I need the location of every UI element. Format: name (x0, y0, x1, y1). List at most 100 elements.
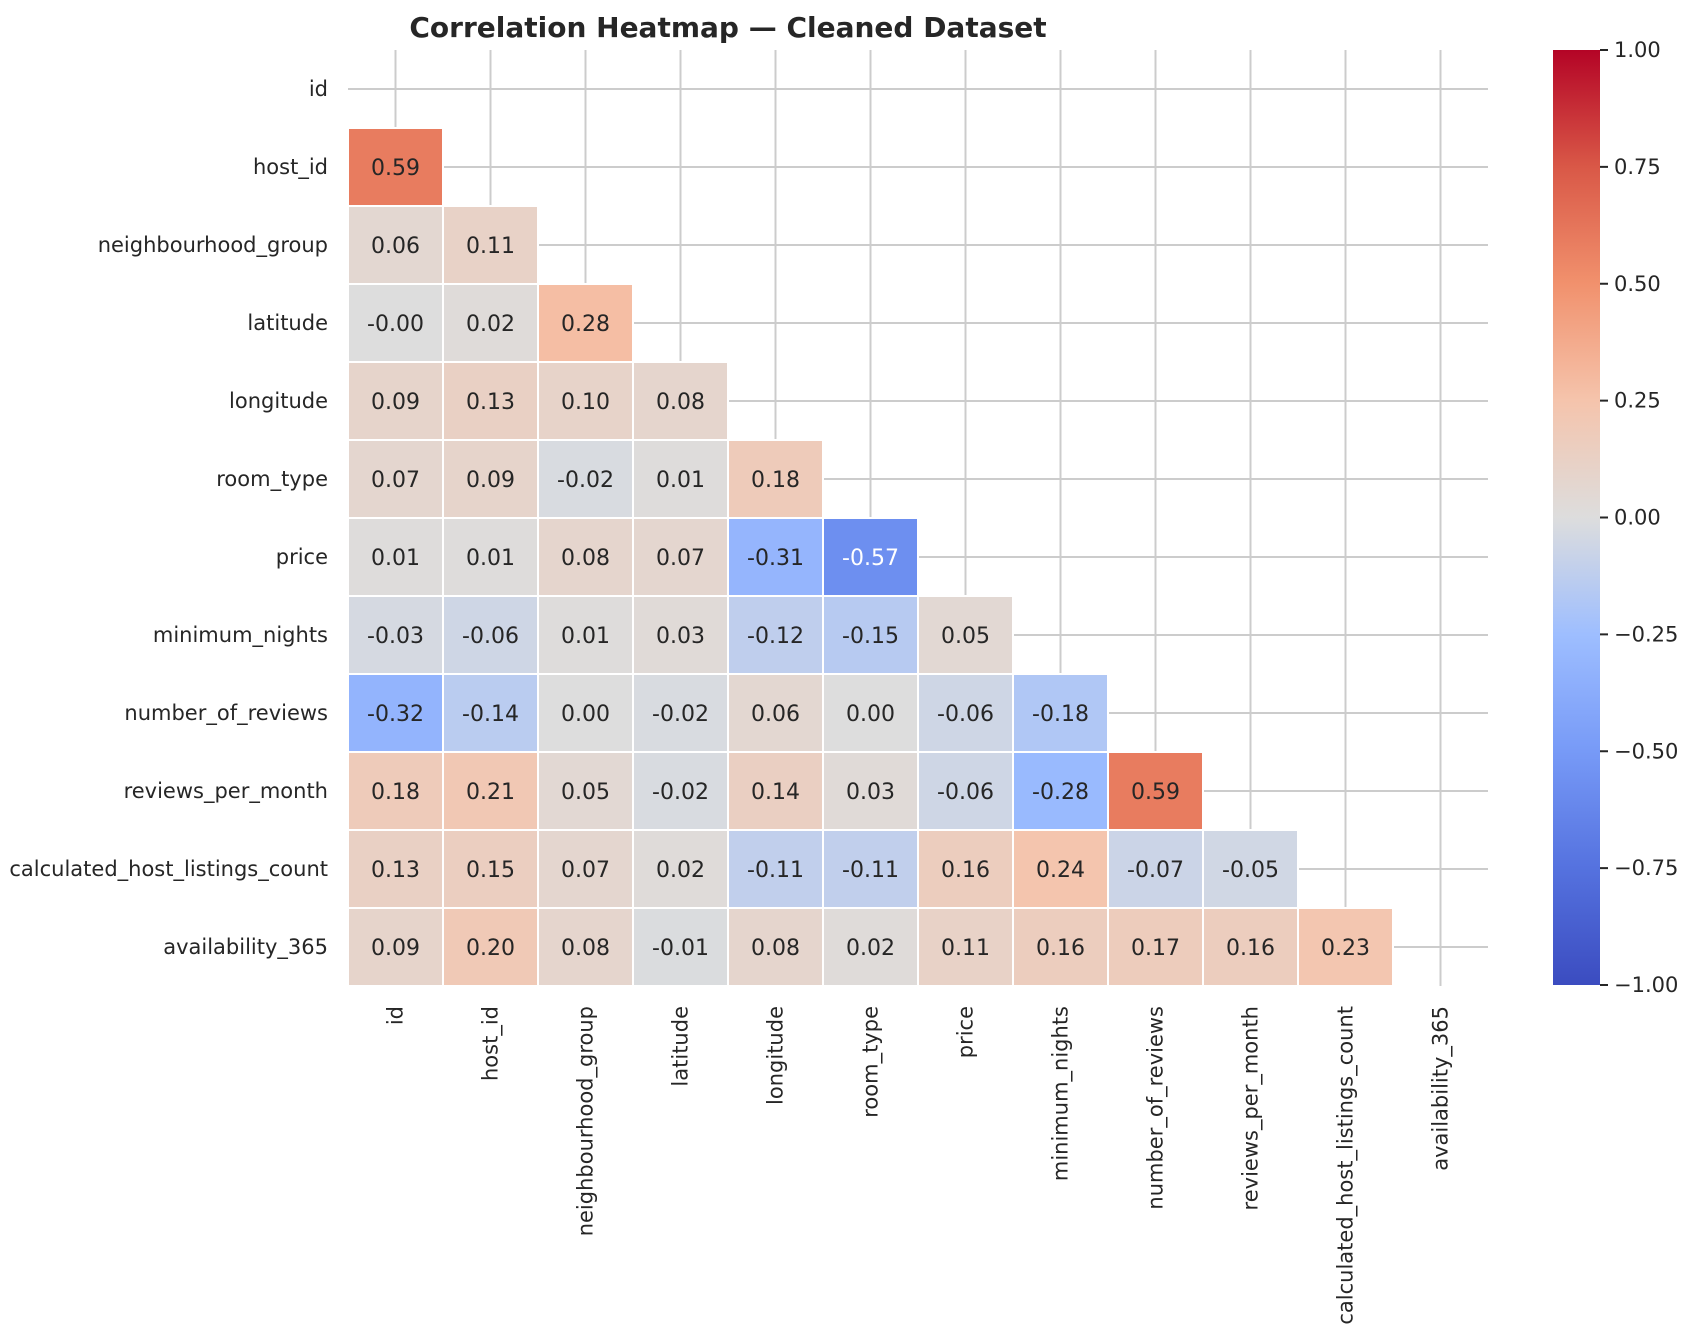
cell-value-label: 0.13 (371, 858, 420, 883)
cell-value-label: 0.16 (1036, 936, 1085, 961)
x-tick-label: longitude (764, 1006, 788, 1105)
cell-value-label: -0.11 (747, 858, 804, 883)
colorbar-tick-label: −1.00 (1614, 973, 1678, 997)
cell-value-label: -0.00 (367, 312, 424, 337)
cell-value-label: -0.15 (842, 624, 899, 649)
cell-value-label: -0.57 (842, 546, 899, 571)
x-tick-label: host_id (479, 1006, 504, 1081)
heatmap-cell (917, 907, 1014, 987)
cell-value-label: 0.07 (561, 858, 610, 883)
y-tick-labels: id host_id neighbourhood_group latitude long… (9, 77, 328, 960)
heatmap-cell (822, 595, 919, 675)
cell-value-label: 0.18 (371, 780, 420, 805)
heatmap-cell (632, 751, 729, 831)
cell-value-label: 0.02 (656, 858, 705, 883)
heatmap-cell (822, 751, 919, 831)
cell-value-label: -0.32 (367, 702, 424, 727)
cell-value-label: -0.18 (1032, 702, 1089, 727)
colorbar-tick-label: −0.50 (1614, 739, 1678, 763)
cell-value-label: 0.09 (371, 936, 420, 961)
y-tick-label: price (276, 545, 328, 569)
cell-value-label: 0.16 (1226, 936, 1275, 961)
cell-value-label: 0.18 (751, 468, 800, 493)
colorbar-gradient (1553, 50, 1600, 985)
heatmap-cell (1107, 751, 1204, 831)
heatmap-cell (1012, 907, 1109, 987)
cell-value-label: 0.20 (466, 936, 515, 961)
heatmap-cell (1107, 907, 1204, 987)
heatmap-cell (917, 829, 1014, 909)
cell-value-label: 0.24 (1036, 858, 1085, 883)
x-tick-label: id (384, 1006, 408, 1025)
cell-value-label: 0.10 (561, 390, 610, 415)
cell-value-label: 0.06 (751, 702, 800, 727)
heatmap-cell (1202, 907, 1299, 987)
heatmap-cell (822, 673, 919, 753)
heatmap-cell (727, 673, 824, 753)
heatmap-cell (347, 517, 444, 597)
heatmap-cell (727, 907, 824, 987)
heatmap-cell (442, 361, 539, 441)
y-tick-label: reviews_per_month (124, 779, 328, 804)
x-tick-label: latitude (669, 1006, 693, 1087)
colorbar-tick-label: 0.50 (1614, 272, 1661, 296)
heatmap-cell (347, 829, 444, 909)
cell-value-label: 0.01 (561, 624, 610, 649)
cell-value-label: 0.21 (466, 780, 515, 805)
cell-value-label: 0.08 (751, 936, 800, 961)
cell-value-label: -0.02 (652, 702, 709, 727)
cell-value-label: 0.01 (371, 546, 420, 571)
heatmap-cell (442, 205, 539, 285)
cell-value-label: 0.01 (466, 546, 515, 571)
cell-value-label: 0.11 (466, 234, 515, 259)
heatmap-cells: 0.59 0.06 0.11 -0.00 0.02 0.28 0.09 0.13 0.10 0.0… (347, 127, 1394, 987)
cell-value-label: 0.03 (656, 624, 705, 649)
cell-value-label: 0.05 (561, 780, 610, 805)
cell-value-label: -0.02 (652, 780, 709, 805)
colorbar-tick-label: 1.00 (1614, 38, 1661, 62)
cell-value-label: 0.23 (1321, 936, 1370, 961)
cell-value-label: 0.14 (751, 780, 800, 805)
heatmap-cell (537, 829, 634, 909)
x-tick-label: availability_365 (1429, 1006, 1454, 1171)
heatmap-cell (632, 361, 729, 441)
cell-value-label: -0.01 (652, 936, 709, 961)
x-tick-label: number_of_reviews (1144, 1006, 1169, 1210)
y-tick-label: latitude (247, 311, 328, 335)
cell-value-label: 0.16 (941, 858, 990, 883)
chart-title: Correlation Heatmap — Cleaned Dataset (409, 11, 1046, 44)
cell-value-label: -0.06 (937, 780, 994, 805)
heatmap-cell (1202, 829, 1299, 909)
y-tick-label: host_id (253, 155, 328, 180)
cell-value-label: -0.02 (557, 468, 614, 493)
cell-value-label: 0.08 (656, 390, 705, 415)
colorbar-tick-label: −0.75 (1614, 856, 1678, 880)
heatmap-cell (822, 907, 919, 987)
x-tick-label: price (954, 1006, 978, 1058)
heatmap-cell (347, 127, 444, 207)
cell-value-label: 0.02 (466, 312, 515, 337)
heatmap-cell (347, 439, 444, 519)
heatmap-cell (632, 673, 729, 753)
cell-value-label: 0.08 (561, 936, 610, 961)
cell-value-label: 0.28 (561, 312, 610, 337)
heatmap-cell (822, 829, 919, 909)
x-tick-label: neighbourhood_group (574, 1006, 599, 1236)
cell-value-label: 0.07 (371, 468, 420, 493)
cell-value-label: -0.14 (462, 702, 519, 727)
x-tick-label: minimum_nights (1049, 1006, 1074, 1181)
cell-value-label: -0.06 (937, 702, 994, 727)
heatmap-cell (537, 517, 634, 597)
cell-value-label: 0.15 (466, 858, 515, 883)
colorbar-tick-label: −0.25 (1614, 622, 1678, 646)
cell-value-label: 0.05 (941, 624, 990, 649)
heatmap-cell (442, 595, 539, 675)
cell-value-label: 0.59 (371, 156, 420, 181)
heatmap-cell (632, 907, 729, 987)
cell-value-label: -0.07 (1127, 858, 1184, 883)
heatmap-cell (917, 595, 1014, 675)
x-tick-labels: id host_id neighbourhood_group latitude long… (384, 1006, 1454, 1325)
x-tick-label: calculated_host_listings_count (1334, 1006, 1359, 1325)
heatmap-cell (537, 673, 634, 753)
heatmap-cell (347, 361, 444, 441)
